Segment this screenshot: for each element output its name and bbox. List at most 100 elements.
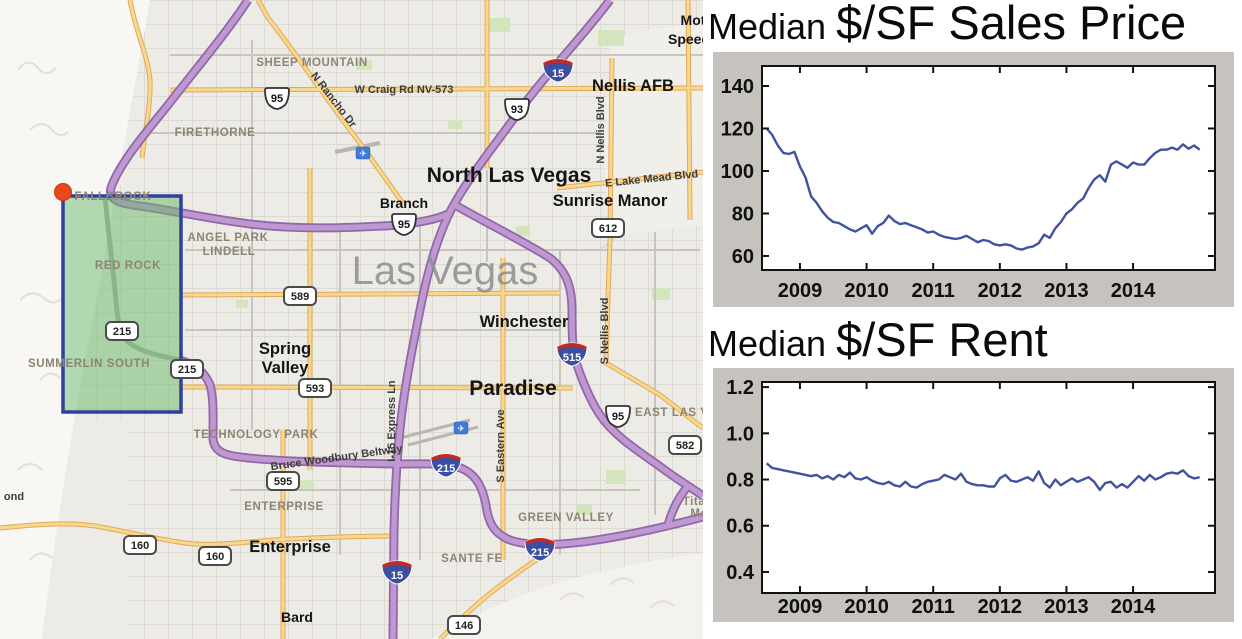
map-label: Spring bbox=[259, 340, 311, 358]
sales-chart-panel: 140 120 100 80 60 2009 2010 2011 2012 2013 2014 bbox=[713, 52, 1234, 307]
rent-chart-title-main: $/SF Rent bbox=[836, 313, 1048, 366]
svg-text:146: 146 bbox=[455, 620, 473, 632]
data-line bbox=[765, 462, 1200, 492]
map-label: Winchester bbox=[480, 313, 569, 331]
data-line bbox=[765, 127, 1201, 251]
svg-text:95: 95 bbox=[398, 219, 410, 231]
svg-text:593: 593 bbox=[306, 383, 324, 395]
y-tick-label: 0.8 bbox=[726, 470, 754, 492]
map-label: Bard bbox=[281, 609, 313, 625]
tick-marks bbox=[762, 66, 1215, 270]
airport-icon: ✈ bbox=[453, 421, 469, 435]
svg-text:515: 515 bbox=[563, 352, 581, 364]
state-route-shield-582: 582 bbox=[668, 435, 702, 455]
x-tick-label: 2010 bbox=[844, 596, 889, 618]
svg-text:✈: ✈ bbox=[457, 424, 465, 434]
us-route-shield-93: 93 bbox=[504, 98, 530, 121]
map-label: SANTE FE bbox=[441, 553, 503, 565]
map-label: Sunrise Manor bbox=[553, 192, 668, 210]
map-label: Me bbox=[690, 508, 703, 520]
las-vegas-map[interactable]: 95 93 95 95 15 515 215 215 15 589 593 595 160 160 612 5… bbox=[0, 0, 703, 639]
svg-text:595: 595 bbox=[274, 476, 292, 488]
svg-text:93: 93 bbox=[511, 104, 523, 116]
park-patches bbox=[236, 18, 670, 515]
state-route-shield-160: 160 bbox=[123, 535, 157, 555]
rent-chart: 1.2 1.0 0.8 0.6 0.4 2009 2010 2011 2012 2013 2014 bbox=[726, 377, 1216, 618]
state-route-shield-160: 160 bbox=[198, 546, 232, 566]
map-label: Branch bbox=[380, 195, 428, 211]
svg-text:95: 95 bbox=[271, 93, 283, 105]
state-route-shield-595: 595 bbox=[266, 471, 300, 491]
x-tick-label: 2012 bbox=[978, 596, 1023, 618]
svg-text:15: 15 bbox=[552, 68, 564, 80]
map-label: ENTERPRISE bbox=[244, 501, 324, 513]
sales-chart-title-main: $/SF Sales Price bbox=[836, 0, 1187, 49]
map-label: RED ROCK bbox=[95, 260, 161, 272]
svg-text:215: 215 bbox=[437, 463, 455, 475]
rent-chart-title-prefix: Median bbox=[708, 323, 827, 364]
map-label: TECHNOLOGY PARK bbox=[194, 429, 319, 441]
y-tick-label: 1.2 bbox=[726, 377, 754, 399]
map-label: Valley bbox=[262, 359, 310, 377]
rent-chart-title: Median $/SF Rent bbox=[708, 312, 1242, 368]
map-label: FALLBROOK bbox=[75, 191, 152, 203]
map-label: Las Vegas bbox=[352, 249, 539, 293]
airport-icon: ✈ bbox=[355, 146, 371, 160]
svg-text:215: 215 bbox=[113, 326, 131, 338]
x-tick-label: 2009 bbox=[778, 596, 823, 618]
map-label: N Nellis Blvd bbox=[595, 96, 607, 163]
map-label: GREEN VALLEY bbox=[518, 512, 614, 524]
x-tick-label: 2013 bbox=[1044, 596, 1089, 618]
map-label: ANGEL PARK bbox=[188, 232, 269, 244]
map-label: W Craig Rd NV-573 bbox=[354, 84, 453, 96]
y-tick-label: 0.6 bbox=[726, 516, 754, 538]
x-tick-label: 2012 bbox=[978, 280, 1023, 302]
state-route-shield-215: 215 bbox=[105, 321, 139, 341]
state-route-shield-146: 146 bbox=[447, 615, 481, 635]
us-route-shield-95: 95 bbox=[605, 405, 631, 428]
map-label: S Eastern Ave bbox=[495, 409, 507, 482]
map-label: LINDELL bbox=[203, 246, 256, 258]
y-tick-label: 140 bbox=[721, 76, 754, 98]
state-route-shield-589: 589 bbox=[283, 286, 317, 306]
map-marker[interactable] bbox=[54, 183, 72, 201]
interstate-shield-15: 15 bbox=[542, 58, 574, 83]
map-label: I-15 Express Ln bbox=[386, 380, 398, 462]
plot-frame bbox=[761, 65, 1216, 271]
svg-text:582: 582 bbox=[676, 440, 694, 452]
interstate-shield-215: 215 bbox=[430, 453, 462, 478]
x-tick-label: 2014 bbox=[1111, 596, 1156, 618]
interstate-shield-515: 515 bbox=[556, 342, 588, 367]
svg-text:612: 612 bbox=[599, 223, 617, 235]
plot-area bbox=[762, 66, 1215, 270]
y-tick-label: 0.4 bbox=[726, 562, 755, 584]
svg-text:160: 160 bbox=[131, 540, 149, 552]
us-route-shield-95: 95 bbox=[391, 213, 417, 236]
state-route-shield-593: 593 bbox=[298, 378, 332, 398]
x-tick-label: 2014 bbox=[1111, 280, 1156, 302]
tick-marks bbox=[762, 382, 1215, 593]
map-label: Speed bbox=[668, 31, 703, 47]
svg-text:215: 215 bbox=[178, 364, 196, 376]
interstate-shield-15: 15 bbox=[381, 560, 413, 585]
collector-streets bbox=[150, 40, 703, 560]
x-tick-label: 2009 bbox=[778, 280, 823, 302]
dunes-terrain bbox=[605, 24, 703, 236]
y-tick-label: 80 bbox=[732, 203, 754, 225]
svg-text:589: 589 bbox=[291, 291, 309, 303]
y-tick-label: 60 bbox=[732, 246, 754, 268]
svg-text:15: 15 bbox=[391, 570, 403, 582]
map-label: EAST LAS VE bbox=[635, 407, 703, 419]
us-route-shield-95: 95 bbox=[264, 87, 290, 110]
state-route-shield-612: 612 bbox=[591, 218, 625, 238]
map-label: Tita bbox=[683, 496, 703, 508]
selected-region-overlay[interactable] bbox=[61, 194, 183, 414]
y-tick-label: 120 bbox=[721, 118, 754, 140]
interstate-shield-215: 215 bbox=[524, 537, 556, 562]
svg-text:215: 215 bbox=[531, 547, 549, 559]
svg-text:160: 160 bbox=[206, 551, 224, 563]
map-label: Enterprise bbox=[249, 538, 331, 556]
x-tick-label: 2011 bbox=[912, 596, 955, 618]
map-label: S Nellis Blvd bbox=[599, 298, 611, 365]
